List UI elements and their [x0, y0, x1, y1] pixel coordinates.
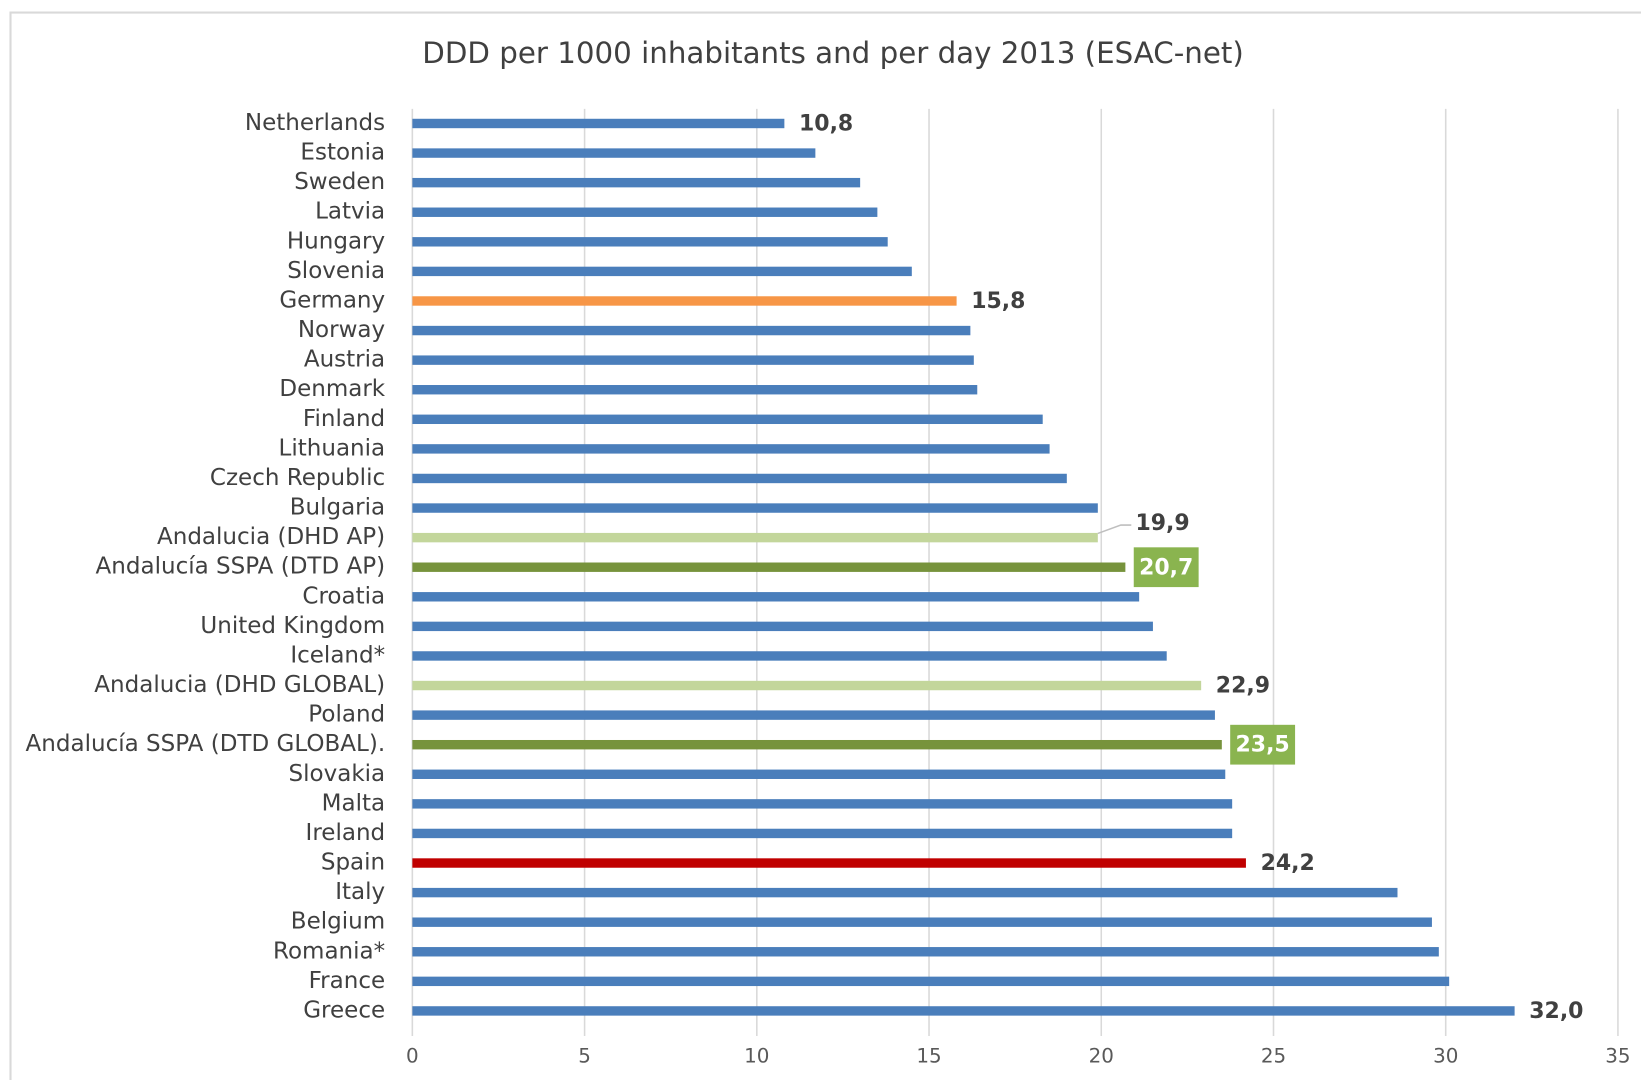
bar: [412, 651, 1167, 661]
bar: [412, 1006, 1515, 1016]
bar: [412, 917, 1432, 927]
bar: [412, 976, 1450, 987]
x-tick-label: 10: [744, 1044, 769, 1067]
x-tick-label: 0: [406, 1044, 419, 1067]
y-tick-label: Spain: [321, 850, 385, 876]
value-label: 32,0: [1529, 999, 1583, 1024]
y-tick-label: Croatia: [302, 583, 385, 609]
bar: [412, 532, 1098, 543]
bar: [412, 414, 1043, 425]
bar: [412, 325, 971, 336]
y-tick-label: Andalucia (DHD GLOBAL): [94, 672, 385, 698]
bar: [412, 503, 1098, 513]
bar: [412, 858, 1246, 868]
bar: [412, 828, 1233, 839]
bar: [412, 177, 861, 188]
value-label: 23,5: [1236, 733, 1290, 758]
bar: [412, 148, 816, 158]
bar: [412, 444, 1050, 454]
y-tick-label: Andalucia (DHD AP): [157, 524, 385, 550]
y-tick-label: France: [309, 968, 386, 994]
y-tick-label: Romania*: [273, 938, 385, 964]
value-label-box: [1133, 547, 1199, 588]
y-tick-label: Czech Republic: [210, 465, 385, 491]
chart-title: DDD per 1000 inhabitants and per day 201…: [422, 36, 1244, 70]
bar: [412, 355, 974, 365]
bar: [412, 947, 1439, 957]
y-tick-label: Ireland: [306, 820, 386, 846]
y-tick-label: Finland: [303, 406, 385, 432]
y-tick-label: Italy: [335, 879, 385, 905]
value-label: 24,2: [1261, 851, 1315, 876]
bar: [412, 296, 957, 306]
x-tick-label: 25: [1261, 1044, 1286, 1067]
y-tick-label: Andalucía SSPA (DTD AP): [96, 554, 386, 580]
bar: [412, 385, 978, 395]
y-tick-label: Sweden: [294, 169, 385, 195]
y-tick-label: Estonia: [300, 140, 385, 166]
x-tick-label: 30: [1433, 1044, 1458, 1067]
value-label: 22,9: [1216, 674, 1270, 699]
y-tick-label: Malta: [322, 790, 385, 816]
bar: [412, 621, 1153, 632]
x-tick-label: 5: [578, 1044, 591, 1067]
value-label: 20,7: [1139, 555, 1193, 580]
y-tick-label: United Kingdom: [200, 613, 385, 639]
value-label: 19,9: [1135, 511, 1189, 536]
y-tick-label: Belgium: [291, 909, 385, 935]
value-label-box: [1230, 724, 1296, 765]
y-tick-label: Andalucía SSPA (DTD GLOBAL).: [26, 731, 386, 757]
bar: [412, 710, 1215, 720]
x-tick-label: 15: [916, 1044, 941, 1067]
y-tick-label: Germany: [279, 287, 385, 313]
bar: [412, 266, 912, 277]
y-tick-label: Slovenia: [287, 258, 385, 284]
y-tick-label: Slovakia: [289, 761, 386, 787]
y-tick-label: Iceland*: [290, 642, 385, 668]
bar: [412, 592, 1140, 602]
y-tick-label: Denmark: [279, 376, 385, 402]
bar: [412, 680, 1202, 691]
bar: [412, 473, 1067, 484]
y-tick-label: Norway: [298, 317, 385, 343]
y-tick-label: Netherlands: [245, 110, 385, 136]
bar: [412, 562, 1126, 572]
x-tick-label: 35: [1605, 1044, 1630, 1067]
bar: [412, 887, 1398, 898]
y-tick-label: Poland: [308, 702, 385, 728]
bar: [412, 739, 1222, 750]
bar: [412, 769, 1226, 779]
chart-frame: [9, 11, 1641, 1080]
y-tick-label: Latvia: [315, 199, 385, 225]
y-tick-label: Lithuania: [279, 435, 386, 461]
bar: [412, 118, 785, 129]
value-label: 10,8: [799, 112, 853, 137]
leader-line: [1097, 524, 1132, 535]
y-tick-label: Austria: [304, 347, 385, 373]
x-tick-label: 20: [1089, 1044, 1114, 1067]
bar: [412, 799, 1233, 809]
bar: [412, 237, 888, 247]
value-label: 15,8: [971, 289, 1025, 314]
y-tick-label: Hungary: [287, 228, 385, 254]
bar: [412, 207, 878, 217]
y-tick-label: Greece: [303, 997, 385, 1023]
y-tick-label: Bulgaria: [290, 495, 385, 521]
